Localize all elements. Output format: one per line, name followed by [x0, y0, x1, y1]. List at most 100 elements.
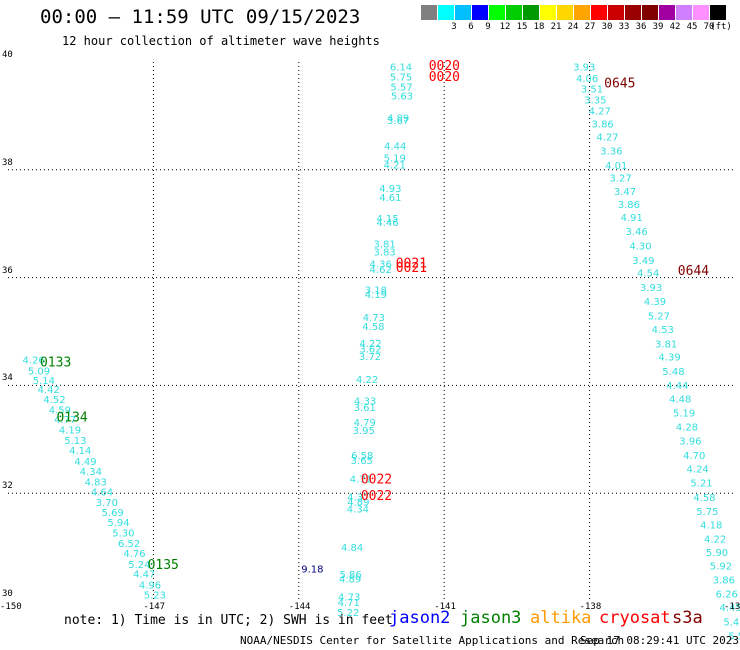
swh-value: 4.83 — [85, 477, 107, 488]
swh-value: 4.22 — [359, 339, 381, 350]
lat-tick-label: 38 — [2, 157, 13, 168]
swh-value: 3.86 — [618, 200, 640, 211]
legend-swatch — [557, 5, 573, 20]
legend-swatch — [625, 5, 641, 20]
swh-value: 4.26 — [23, 356, 45, 367]
swh-value: 4.18 — [700, 520, 722, 531]
swh-value: 3.81 — [655, 339, 677, 350]
legend-label: 27 — [584, 22, 596, 32]
legend-label: 24 — [567, 22, 579, 32]
swh-value: 5.22 — [337, 608, 359, 619]
time-label: 0020 — [429, 70, 460, 85]
lon-tick-label: -135 — [724, 602, 740, 612]
swh-value: 5.13 — [64, 436, 86, 447]
swh-value: 4.42 — [38, 385, 60, 396]
lon-tick-label: -147 — [143, 602, 166, 612]
lat-tick-label: 32 — [2, 481, 13, 492]
swh-value: 4.19 — [365, 290, 387, 301]
time-label: 0645 — [604, 76, 635, 91]
swh-value: 3.86 — [592, 119, 614, 130]
legend-label: 39 — [652, 22, 664, 32]
swh-value: 3.70 — [96, 498, 118, 509]
swh-value: 3.95 — [353, 426, 375, 437]
legend-swatch — [455, 5, 471, 20]
swh-value: 4.34 — [347, 504, 369, 515]
lat-tick-label: 36 — [2, 265, 13, 276]
swh-value: 4.53 — [652, 325, 674, 336]
swh-value: 5.69 — [102, 508, 124, 519]
swh-value: 4.27 — [596, 132, 618, 143]
generation-timestamp: Sep 17 08:29:41 UTC 2023 — [580, 634, 739, 647]
swh-value: 5.19 — [673, 408, 695, 419]
legend-swatch — [710, 5, 726, 20]
swh-value: 3.47 — [614, 187, 636, 198]
legend-label: 30 — [601, 22, 613, 32]
time-label: 0644 — [678, 264, 709, 279]
swh-value: 4.39 — [658, 352, 680, 363]
swh-value: 3.93 — [573, 62, 595, 73]
swh-value: 4.89 — [339, 574, 361, 585]
legend-swatch — [421, 5, 437, 20]
swh-value: 3.27 — [609, 173, 631, 184]
legend-swatch — [523, 5, 539, 20]
satellite-jason3: jason3 — [460, 608, 522, 628]
swh-value: 4.54 — [637, 269, 659, 280]
legend-swatch — [642, 5, 658, 20]
swh-values: 4.265.095.144.424.524.594.774.195.134.14… — [23, 62, 740, 642]
legend-swatch — [659, 5, 675, 20]
swh-value: 4.93 — [379, 184, 401, 195]
swh-value: 6.58 — [351, 451, 373, 462]
swh-value: 4.34 — [80, 467, 102, 478]
legend-label: 70 — [703, 22, 715, 32]
swh-value: 5.41 — [723, 617, 740, 628]
swh-value: 3.81 — [373, 240, 395, 251]
swh-value: 4.44 — [666, 381, 688, 392]
swh-value: 5.63 — [391, 91, 413, 102]
swh-value: 5.24 — [128, 560, 150, 571]
legend-label: 9 — [485, 22, 491, 32]
swh-value: 5.09 — [28, 366, 50, 377]
swh-value: 3.18 — [365, 285, 387, 296]
swh-value: 3.96 — [679, 436, 701, 447]
swh-value: 3.51 — [581, 84, 603, 95]
swh-value: 3.67 — [387, 116, 409, 127]
swh-value: 4.01 — [605, 161, 627, 172]
legend-label: 12 — [499, 22, 511, 32]
swh-value: 4.79 — [354, 418, 376, 429]
swh-value: 9.18 — [301, 565, 323, 576]
legend-label: 3 — [451, 22, 457, 32]
swh-value: 4.15 — [376, 214, 398, 225]
legend-label: 6 — [468, 22, 474, 32]
legend-swatch — [574, 5, 590, 20]
time-label: 0022 — [361, 473, 392, 488]
swh-value: 3.65 — [351, 456, 373, 467]
swh-value: 4.33 — [354, 396, 376, 407]
swh-value: 4.47 — [133, 570, 155, 581]
swh-value: 4.61 — [379, 193, 401, 204]
satellite-cryosat: cryosat — [599, 608, 671, 628]
swh-value: 5.90 — [706, 548, 728, 559]
swh-value: 3.35 — [584, 96, 606, 107]
swh-value: 4.37 — [347, 492, 369, 503]
satellite-s3a: s3a — [672, 608, 703, 628]
legend-label: 42 — [669, 22, 681, 32]
swh-value: 5.21 — [690, 478, 712, 489]
legend-swatch — [472, 5, 488, 20]
legend-label: 15 — [516, 22, 528, 32]
time-label: 0022 — [361, 489, 392, 504]
swh-value: 3.36 — [600, 146, 622, 157]
swh-value: 5.23 — [144, 591, 166, 602]
swh-value: 4.52 — [43, 395, 65, 406]
swh-value: 3.49 — [632, 256, 654, 267]
swh-value: 3.93 — [640, 283, 662, 294]
legend-swatch — [438, 5, 454, 20]
satellite-jason2: jason2 — [389, 608, 451, 628]
satellite-altika: altika — [530, 608, 592, 628]
swh-value: 6.52 — [118, 539, 140, 550]
swh-value: 5.19 — [384, 153, 406, 164]
legend-swatch — [591, 5, 607, 20]
legend-swatch — [540, 5, 556, 20]
swh-value: 5.48 — [662, 367, 684, 378]
time-label: 0020 — [429, 59, 460, 74]
